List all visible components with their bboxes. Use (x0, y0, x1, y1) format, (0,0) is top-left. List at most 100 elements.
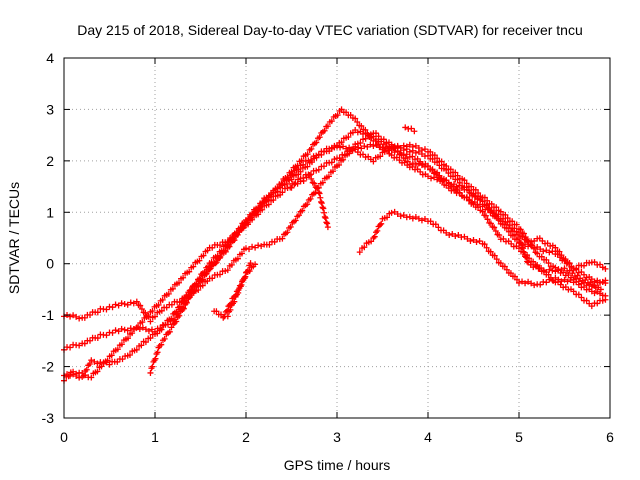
data-point (316, 134, 323, 141)
data-point (288, 184, 295, 191)
data-point (361, 244, 368, 251)
data-point (402, 124, 409, 131)
data-point (406, 141, 413, 148)
data-point (487, 209, 494, 216)
data-point (285, 176, 292, 183)
data-point (567, 277, 574, 284)
data-point (513, 221, 520, 228)
data-point (452, 233, 459, 240)
data-point (118, 325, 125, 332)
data-point (299, 207, 306, 214)
data-point (196, 275, 203, 282)
data-point (322, 215, 329, 222)
data-point (321, 213, 328, 220)
data-point (425, 173, 431, 180)
data-point (490, 208, 497, 215)
data-point (311, 180, 318, 187)
data-point (159, 296, 166, 303)
data-point (491, 224, 498, 231)
data-point (545, 260, 552, 267)
data-point (91, 358, 98, 365)
data-point (602, 292, 609, 299)
data-point (109, 329, 116, 336)
data-point (526, 255, 533, 262)
data-point (427, 218, 434, 225)
data-point (516, 235, 522, 241)
series-track-d (61, 141, 609, 384)
data-point (435, 224, 442, 231)
data-point (443, 166, 450, 173)
data-point (377, 153, 384, 160)
x-axis-ticks: 0 1 2 3 4 5 6 (60, 58, 614, 445)
data-point (376, 222, 383, 229)
data-point (415, 160, 422, 167)
data-point (321, 209, 328, 216)
data-point (373, 130, 379, 137)
data-point (188, 292, 195, 299)
data-point (340, 143, 347, 150)
series-track-e (147, 130, 604, 376)
data-point (402, 155, 409, 162)
data-point (602, 280, 609, 287)
data-point (168, 315, 175, 322)
data-point (543, 247, 550, 254)
data-point (127, 299, 134, 306)
data-point (124, 301, 131, 308)
data-point (218, 247, 225, 254)
data-point (537, 246, 544, 253)
chart-title: Day 215 of 2018, Sidereal Day-to-day VTE… (77, 22, 583, 38)
data-point (193, 280, 200, 287)
data-point (499, 218, 506, 225)
data-point (195, 287, 202, 294)
data-point (445, 170, 452, 177)
y-tick-label: 2 (46, 153, 54, 169)
data-point (214, 252, 221, 259)
data-point (152, 313, 158, 320)
data-point (238, 250, 245, 257)
data-point (418, 151, 425, 157)
data-point (370, 158, 377, 165)
data-point (507, 270, 514, 277)
data-point (208, 259, 215, 266)
x-tick-label: 5 (515, 429, 523, 445)
data-point (503, 266, 510, 273)
data-point (115, 328, 122, 335)
data-point (180, 305, 187, 312)
data-point (503, 221, 510, 228)
series-track-h (288, 172, 331, 231)
data-point (380, 136, 387, 143)
data-point (391, 143, 398, 150)
data-point (384, 214, 391, 221)
data-point (531, 282, 538, 289)
data-point (375, 133, 382, 140)
data-point (103, 306, 110, 313)
data-point (241, 275, 248, 282)
data-point (400, 147, 407, 154)
data-point (479, 198, 486, 205)
data-point (461, 233, 468, 240)
data-point (145, 327, 152, 334)
grid (64, 58, 610, 418)
data-point (497, 260, 504, 267)
data-point (421, 163, 428, 170)
y-tick-label: -1 (42, 307, 55, 323)
data-point (425, 163, 431, 169)
data-point (412, 142, 419, 149)
data-point (237, 283, 244, 290)
data-point (397, 145, 404, 151)
y-axis-label: SDTVAR / TECUs (6, 182, 22, 294)
data-point (400, 212, 407, 219)
data-point (279, 181, 286, 188)
data-point (435, 174, 442, 181)
data-point (295, 212, 302, 219)
data-point (493, 204, 500, 211)
data-point (487, 220, 494, 227)
data-point (492, 212, 499, 219)
data-point (303, 174, 310, 181)
data-point (555, 266, 562, 273)
data-point (204, 263, 211, 270)
data-point (180, 274, 187, 281)
data-point (308, 145, 315, 152)
data-point (139, 319, 146, 326)
data-point (147, 335, 154, 342)
